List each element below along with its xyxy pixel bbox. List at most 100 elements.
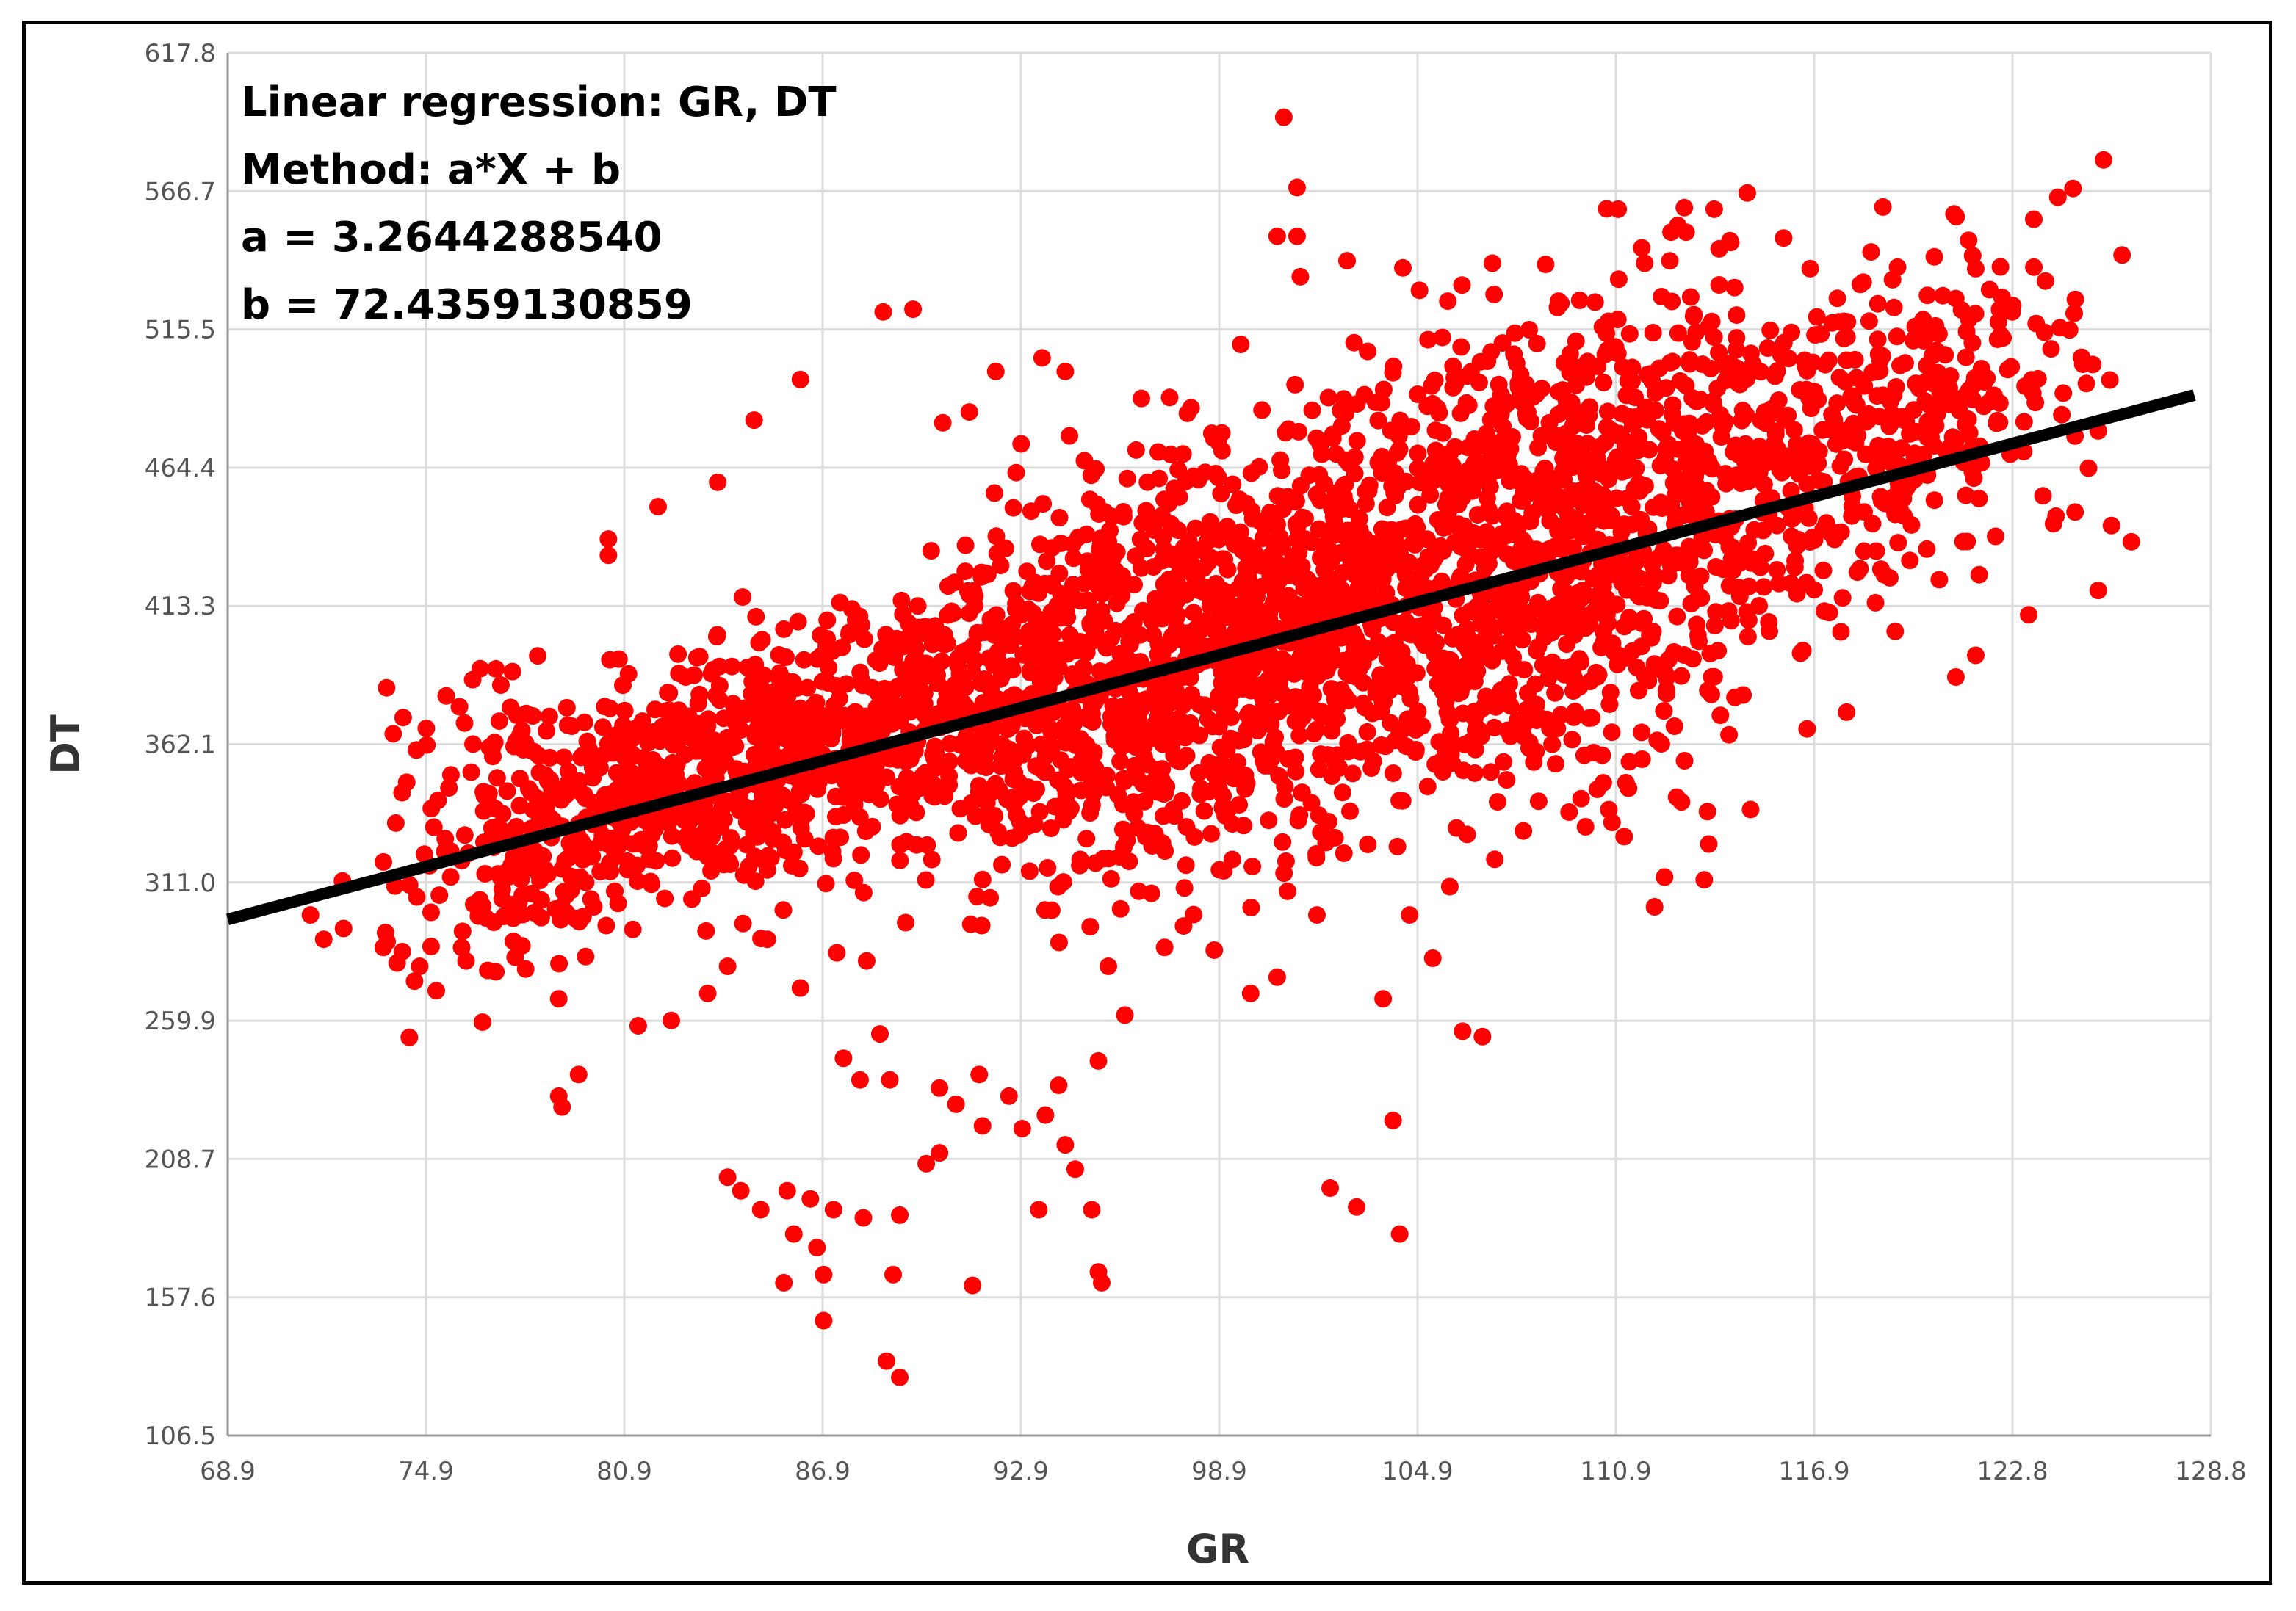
data-point	[1162, 445, 1180, 463]
data-point	[1918, 540, 1936, 558]
data-point	[1720, 537, 1739, 556]
data-point	[1293, 559, 1310, 577]
data-point	[1632, 511, 1650, 529]
data-point	[981, 888, 1000, 907]
data-point	[1842, 425, 1860, 444]
data-point	[863, 817, 881, 836]
data-point	[1451, 568, 1470, 586]
data-point	[1036, 1106, 1055, 1124]
data-point	[958, 641, 976, 659]
data-point	[1057, 595, 1075, 613]
data-point	[770, 645, 788, 664]
data-point	[1212, 485, 1230, 503]
data-point	[1921, 428, 1940, 446]
data-point	[1102, 629, 1120, 647]
data-point	[1657, 379, 1675, 397]
data-point	[1479, 554, 1498, 573]
data-point	[1636, 254, 1654, 272]
data-point	[977, 564, 995, 582]
data-point	[684, 730, 702, 747]
data-point	[1115, 772, 1133, 791]
data-point	[840, 626, 858, 644]
data-point	[1448, 626, 1467, 644]
data-point	[1566, 702, 1584, 720]
data-point	[529, 864, 547, 883]
data-point	[973, 1117, 992, 1135]
data-point	[731, 801, 749, 819]
data-point	[1633, 723, 1651, 742]
data-point	[1513, 578, 1531, 596]
x-tick-label: 128.8	[2175, 1457, 2246, 1486]
data-point	[1813, 421, 1832, 439]
data-point	[1835, 312, 1853, 330]
data-point	[1094, 850, 1113, 868]
data-point	[1497, 607, 1515, 625]
data-point	[1149, 645, 1167, 664]
data-point	[1044, 703, 1062, 722]
data-point	[1662, 496, 1681, 514]
data-point	[1640, 441, 1658, 459]
data-point	[483, 739, 501, 758]
data-point	[1905, 331, 1922, 350]
data-point	[870, 654, 889, 673]
data-point	[1595, 373, 1613, 391]
data-point	[1185, 905, 1203, 924]
data-point	[1548, 469, 1567, 488]
data-point	[970, 1065, 989, 1084]
data-point	[1144, 626, 1163, 644]
data-point	[1110, 660, 1128, 678]
data-point	[656, 889, 674, 908]
data-point	[1585, 602, 1603, 620]
data-point	[940, 752, 959, 770]
data-point	[1916, 373, 1935, 391]
data-point	[1127, 547, 1145, 565]
data-point	[1645, 898, 1664, 916]
data-point	[1975, 373, 1993, 391]
data-point	[1254, 529, 1272, 547]
data-point	[1401, 906, 1419, 924]
data-point	[2047, 507, 2065, 525]
data-point	[751, 1201, 770, 1219]
data-point	[1592, 638, 1611, 656]
data-point	[2089, 582, 2107, 600]
data-point	[910, 779, 928, 797]
data-point	[1114, 503, 1133, 521]
data-point	[1581, 673, 1599, 691]
data-point	[503, 662, 521, 681]
data-point	[2102, 516, 2120, 535]
data-point	[1588, 449, 1606, 467]
data-point	[1871, 362, 1889, 380]
data-point	[1108, 543, 1126, 561]
data-point	[1677, 223, 1695, 242]
data-point	[1290, 726, 1309, 745]
data-point	[1698, 803, 1716, 821]
data-point	[378, 678, 396, 697]
data-point	[831, 593, 849, 612]
data-point	[1700, 835, 1718, 853]
data-point	[815, 1265, 833, 1284]
data-point	[818, 611, 837, 629]
data-point	[1426, 441, 1445, 460]
data-point	[1669, 324, 1687, 342]
data-point	[1803, 435, 1822, 454]
data-point	[1286, 375, 1304, 394]
data-point	[818, 629, 837, 648]
data-point	[820, 659, 838, 677]
data-point	[1402, 418, 1420, 435]
data-point	[1681, 438, 1699, 457]
data-point	[1102, 869, 1120, 888]
data-point	[1303, 401, 1321, 419]
data-point	[1423, 394, 1442, 413]
data-point	[1742, 554, 1761, 572]
data-point	[1277, 653, 1295, 671]
data-point	[704, 660, 723, 678]
data-point	[1894, 490, 1913, 507]
data-point	[624, 835, 642, 853]
data-point	[1528, 385, 1546, 403]
data-point	[486, 799, 504, 817]
data-point	[558, 716, 577, 734]
data-point	[1972, 360, 1990, 377]
data-point	[1367, 684, 1385, 702]
data-point	[1194, 582, 1211, 601]
data-point	[884, 1265, 903, 1284]
